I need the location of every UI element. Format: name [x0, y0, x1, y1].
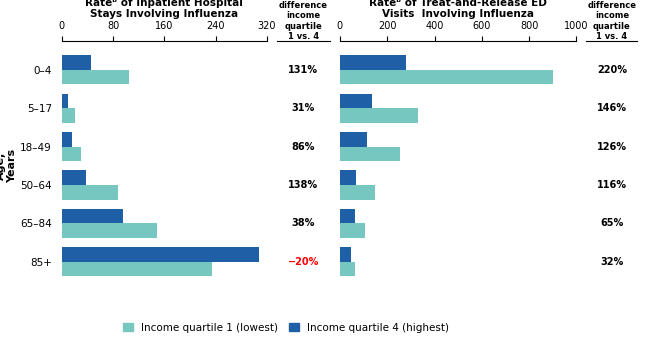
Bar [62, 262, 213, 276]
Bar [62, 108, 75, 123]
Bar [340, 223, 365, 238]
Bar [340, 209, 355, 223]
Text: 116%: 116% [597, 180, 627, 190]
Text: 126%: 126% [597, 142, 627, 152]
Bar [62, 55, 90, 70]
Bar [62, 170, 86, 185]
Text: 31%: 31% [292, 103, 315, 113]
Text: −20%: −20% [288, 257, 319, 267]
Bar [340, 55, 406, 70]
Bar [340, 185, 375, 200]
Text: 131%: 131% [289, 65, 318, 75]
Bar [62, 70, 129, 84]
Text: 146%: 146% [597, 103, 627, 113]
Bar [62, 94, 68, 108]
Title: Rateᵇ of Inpatient Hospital
Stays Involving Influenza: Rateᵇ of Inpatient Hospital Stays Involv… [85, 0, 243, 19]
Bar [340, 247, 351, 262]
Bar [340, 70, 553, 84]
Bar [62, 147, 81, 161]
Text: Percent
difference
income
quartile
1 vs. 4: Percent difference income quartile 1 vs.… [588, 0, 636, 41]
Y-axis label: Age,
Years: Age, Years [0, 149, 18, 183]
Text: 86%: 86% [292, 142, 315, 152]
Bar [340, 147, 400, 161]
Bar [62, 185, 118, 200]
Bar [340, 94, 372, 108]
Text: 138%: 138% [289, 180, 318, 190]
Text: 32%: 32% [600, 257, 623, 267]
Legend: Income quartile 1 (lowest), Income quartile 4 (highest): Income quartile 1 (lowest), Income quart… [118, 318, 454, 337]
Bar [62, 209, 123, 223]
Bar [62, 132, 72, 147]
Bar [340, 132, 367, 147]
Text: 220%: 220% [597, 65, 627, 75]
Bar [62, 247, 259, 262]
Text: 38%: 38% [292, 219, 315, 228]
Bar [62, 223, 157, 238]
Title: Rateᵇ of Treat-and-Release ED
Visits  Involving Influenza: Rateᵇ of Treat-and-Release ED Visits Inv… [369, 0, 547, 19]
Bar [340, 170, 356, 185]
Text: 65%: 65% [600, 219, 623, 228]
Text: Percent
difference
income
quartile
1 vs. 4: Percent difference income quartile 1 vs.… [279, 0, 328, 41]
Bar [340, 108, 418, 123]
Bar [340, 262, 354, 276]
